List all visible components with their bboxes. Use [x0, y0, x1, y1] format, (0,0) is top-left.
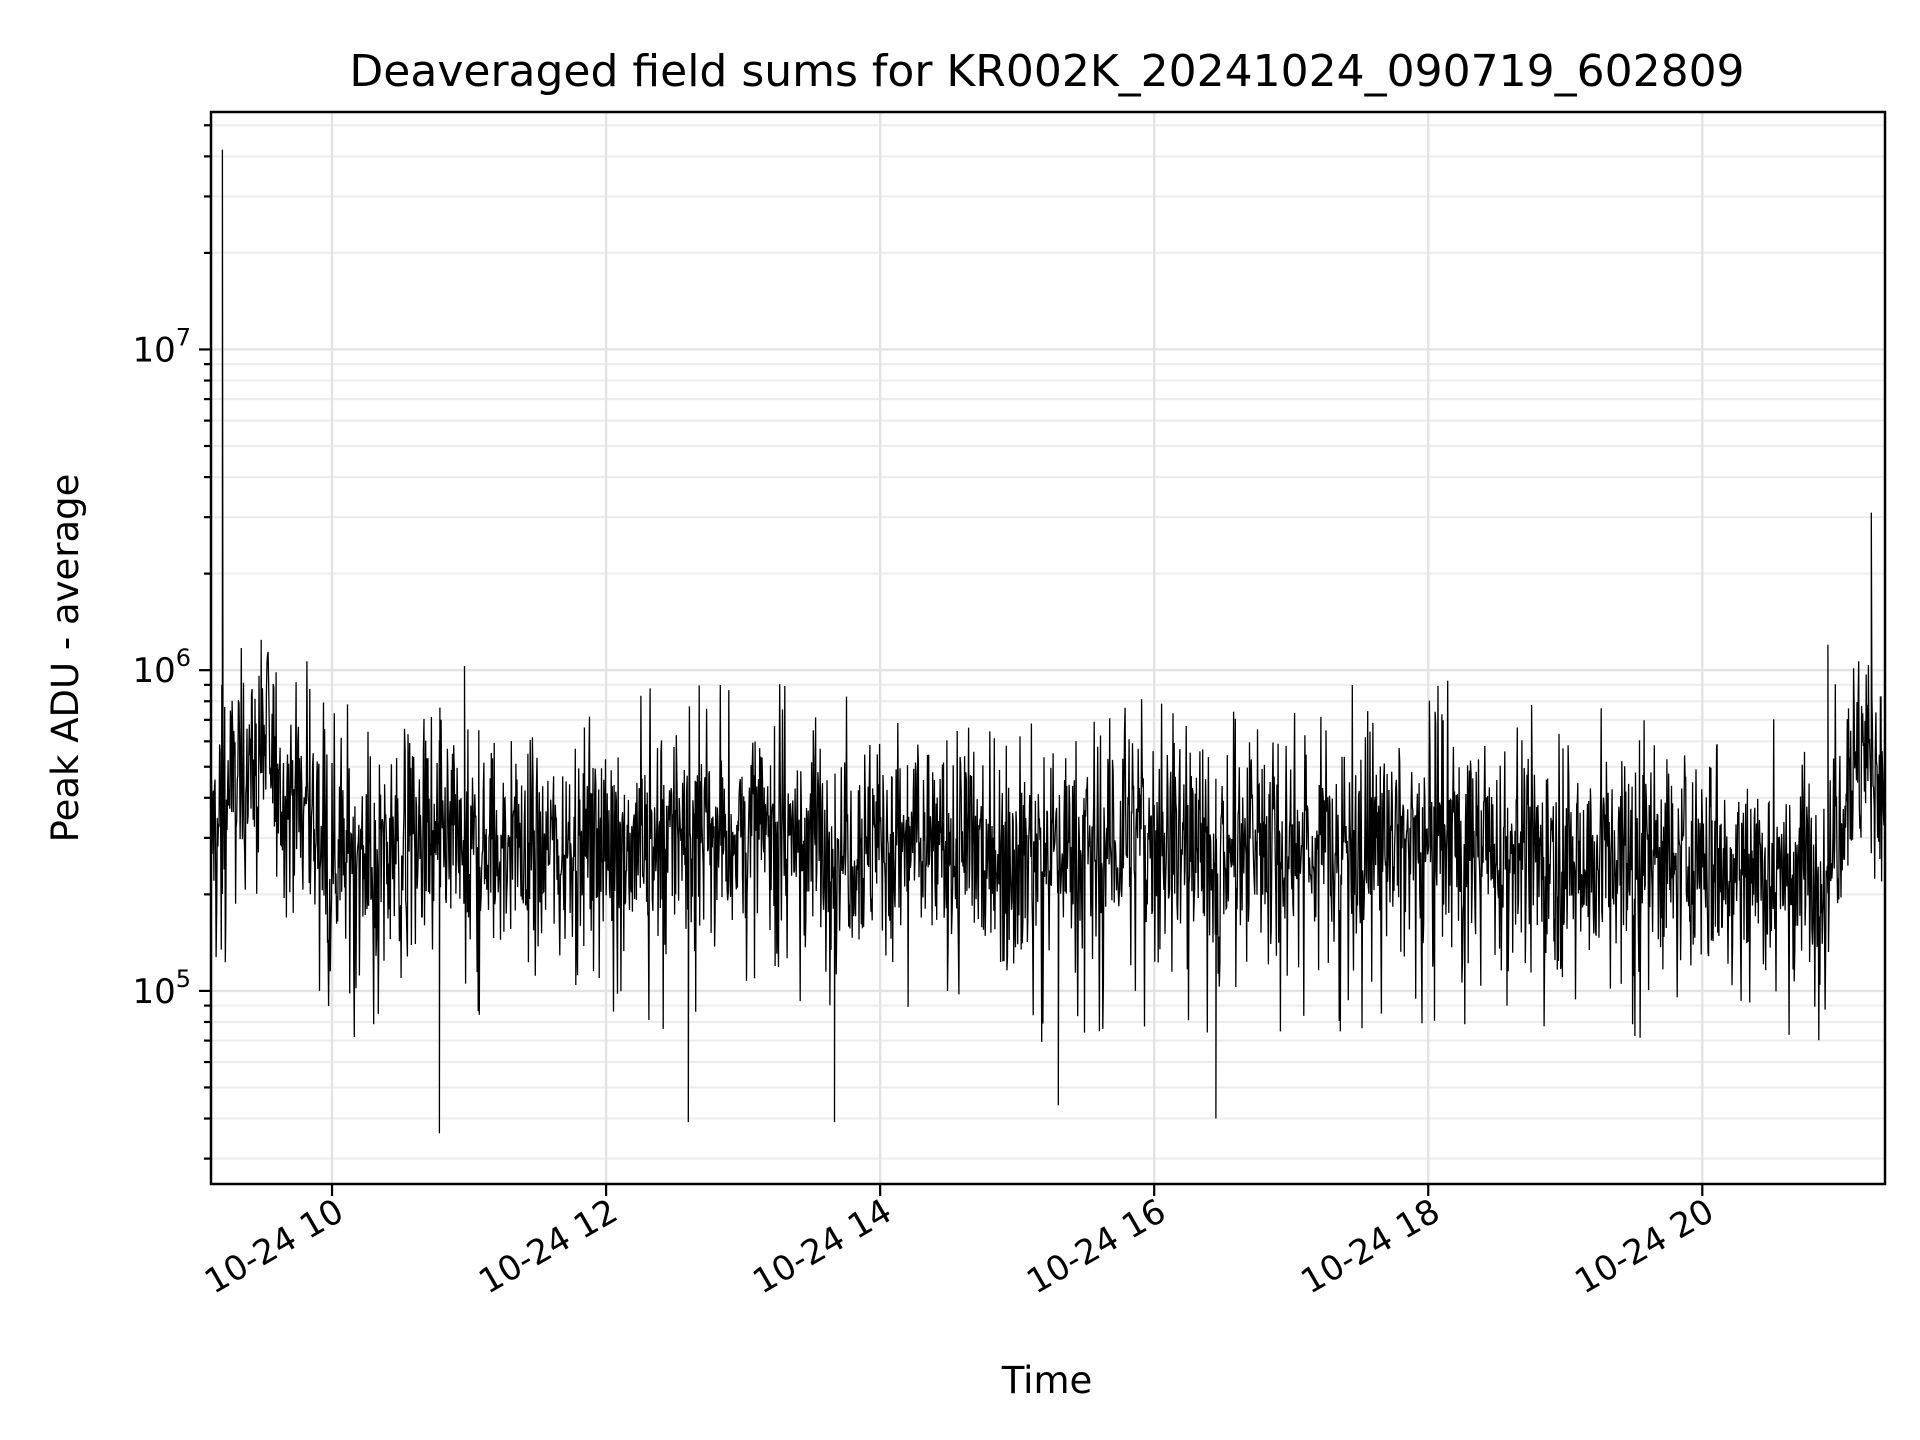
x-tick-label: 10-24 16	[1020, 1191, 1172, 1302]
plot-frame	[209, 110, 1887, 1186]
y-tick-label: 107	[132, 323, 191, 370]
x-tick-label: 10-24 20	[1568, 1191, 1720, 1302]
chart-title: Deaveraged field sums for KR002K_2024102…	[349, 46, 1744, 97]
x-axis-label: Time	[1001, 1359, 1093, 1402]
x-tick-label: 10-24 14	[746, 1191, 898, 1302]
series-layer	[210, 149, 1886, 1134]
x-tick-label: 10-24 18	[1294, 1191, 1446, 1302]
y-axis: 105 106 107	[132, 124, 211, 1160]
series-line-0	[210, 149, 1886, 1134]
x-tick-label: 10-24 10	[198, 1191, 350, 1302]
x-axis: 10-24 10 10-24 12 10-24 14 10-24 16 10-24 18…	[198, 1184, 1721, 1302]
x-tick-label: 10-24 12	[472, 1191, 624, 1302]
grid	[211, 112, 1885, 1184]
y-axis-label: Peak ADU - average	[44, 474, 87, 843]
y-tick-label: 105	[132, 965, 191, 1012]
y-tick-label: 106	[132, 644, 191, 691]
